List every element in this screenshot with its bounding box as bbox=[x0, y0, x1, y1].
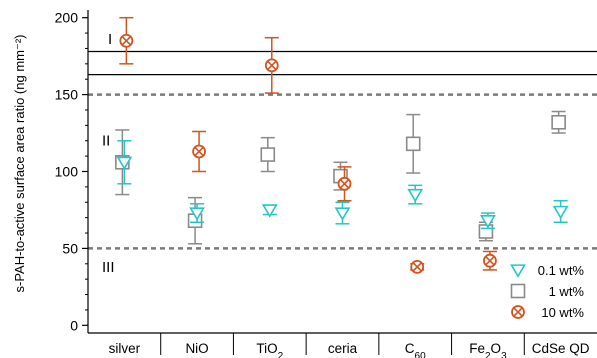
point-0-4 bbox=[407, 184, 424, 205]
legend-label-0: 0.1 wt% bbox=[538, 263, 585, 278]
legend: 0.1 wt% 1 wt% 10 wt% bbox=[510, 263, 585, 320]
point-2-5 bbox=[482, 250, 497, 271]
marker-2-0 bbox=[119, 33, 134, 48]
marker-0-3 bbox=[334, 207, 351, 221]
point-0-3 bbox=[334, 201, 351, 225]
marker-1-2 bbox=[260, 147, 276, 162]
marker-0-1 bbox=[189, 207, 205, 221]
region-label-II: II bbox=[102, 133, 110, 150]
point-2-2 bbox=[264, 36, 279, 94]
point-0-6 bbox=[552, 199, 569, 224]
marker-2-3-cross-b bbox=[339, 179, 350, 189]
marker-0-6 bbox=[552, 205, 569, 220]
legend-marker-1 bbox=[510, 283, 526, 299]
legend-label-1: 1 wt% bbox=[549, 284, 585, 299]
x-category-label-1: NiO bbox=[185, 341, 208, 356]
point-0-0 bbox=[116, 139, 133, 185]
marker-0-0 bbox=[116, 156, 133, 171]
marker-0-4 bbox=[407, 188, 424, 203]
point-1-1 bbox=[187, 196, 203, 245]
point-0-2 bbox=[261, 204, 278, 218]
marker-2-1 bbox=[192, 144, 206, 159]
region-label-III: III bbox=[102, 259, 115, 276]
marker-2-5 bbox=[483, 253, 497, 268]
marker-2-2 bbox=[264, 58, 279, 73]
point-1-2 bbox=[260, 136, 276, 173]
point-2-4 bbox=[410, 259, 425, 274]
y-tick-label-150: 150 bbox=[55, 87, 79, 103]
marker-2-1-cross-b bbox=[194, 146, 204, 157]
legend-marker-2 bbox=[511, 305, 525, 319]
marker-1-6 bbox=[551, 114, 566, 130]
legend-label-2: 10 wt% bbox=[541, 305, 584, 320]
marker-1-5 bbox=[478, 224, 494, 239]
y-tick-label-50: 50 bbox=[62, 240, 78, 256]
point-1-4 bbox=[405, 113, 421, 174]
marker-0-2 bbox=[261, 204, 278, 218]
x-category-label-4: C60 bbox=[405, 341, 426, 358]
marker-2-5-cross-b bbox=[485, 255, 495, 266]
marker-2-2-cross-b bbox=[267, 60, 277, 71]
marker-2-4-cross-b bbox=[412, 262, 422, 272]
y-tick-label-200: 200 bbox=[55, 10, 79, 26]
point-1-6 bbox=[551, 110, 566, 134]
marker-2-3 bbox=[337, 176, 352, 191]
data-points bbox=[115, 16, 569, 274]
marker-2-0-cross-b bbox=[121, 35, 132, 46]
point-0-5 bbox=[480, 212, 496, 230]
region-label-I: I bbox=[108, 31, 112, 48]
x-category-label-3: ceria bbox=[328, 341, 358, 356]
x-category-label-6: CdSe QD bbox=[532, 341, 590, 356]
marker-2-4 bbox=[410, 259, 425, 274]
x-category-label-0: silver bbox=[109, 341, 141, 356]
y-tick-label-100: 100 bbox=[55, 164, 79, 180]
legend-marker-2-cross-b bbox=[513, 307, 523, 317]
x-category-label-2: TiO2 bbox=[256, 341, 283, 358]
axes: 0 50 100 150 200 s-PAH-to-active surface area… bbox=[12, 10, 597, 358]
y-tick-label-0: 0 bbox=[70, 317, 78, 333]
x-category-label-5: Fe2O3 bbox=[469, 341, 507, 358]
legend-marker-0 bbox=[510, 264, 526, 278]
marker-0-5 bbox=[480, 215, 496, 229]
reference-lines bbox=[88, 50, 597, 250]
point-2-3 bbox=[337, 166, 352, 202]
marker-1-4 bbox=[405, 136, 421, 152]
y-axis-label: s-PAH-to-active surface area ratio (ng m… bbox=[12, 34, 27, 292]
point-2-0 bbox=[119, 16, 134, 65]
point-0-1 bbox=[189, 203, 205, 224]
point-2-1 bbox=[192, 130, 207, 173]
